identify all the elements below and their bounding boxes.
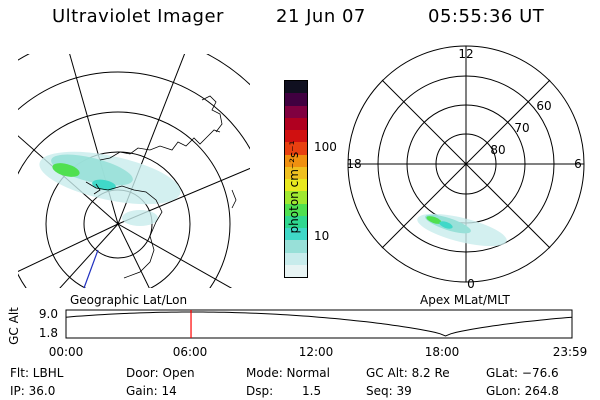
colorbar-segment <box>285 215 307 228</box>
apex-polar-plot: 12 18 6 0 60 70 80 <box>346 45 585 291</box>
apex-mlt-label-18: 18 <box>346 157 361 171</box>
colorbar-segment <box>285 166 307 179</box>
colorbar-segment <box>285 252 307 265</box>
geo-meridian <box>18 223 119 273</box>
orbit-xtick-3: 18:00 <box>425 345 460 359</box>
geographic-map <box>18 54 250 289</box>
geo-map-label: Geographic Lat/Lon <box>70 293 188 307</box>
geo-lat-circle-3 <box>18 111 231 288</box>
status-gc-alt: GC Alt: 8.2 Re <box>366 366 450 380</box>
colorbar <box>284 80 308 278</box>
colorbar-tick-10: 10 <box>314 229 330 243</box>
status-gain: Gain: 14 <box>126 384 177 398</box>
apex-mlt-label-6: 6 <box>574 157 582 171</box>
orbit-axis-label: GC Alt <box>7 307 21 345</box>
apex-aurora-emission <box>417 213 507 247</box>
status-glon: GLon: 264.8 <box>486 384 559 398</box>
geo-meridian <box>59 223 119 288</box>
colorbar-segment <box>285 203 307 216</box>
time-label: 05:55:36 UT <box>428 6 545 27</box>
status-flt: Flt: LBHL <box>10 366 64 380</box>
geo-lat-circle-2 <box>45 151 191 288</box>
orbit-xtick-1: 06:00 <box>173 345 208 359</box>
instrument-title: Ultraviolet Imager <box>52 6 224 27</box>
geo-meridian <box>117 223 150 288</box>
apex-lat-label-80: 80 <box>490 143 505 157</box>
orbit-ytick-max: 9.0 <box>39 307 58 321</box>
geo-satellite-track <box>83 249 99 289</box>
geo-coastline <box>85 95 237 279</box>
orbit-altitude-plot: 9.0 1.8 GC Alt 00:00 06:00 12:00 18:00 2… <box>7 307 588 359</box>
status-glat: GLat: −76.6 <box>486 366 559 380</box>
geo-meridian <box>117 223 233 288</box>
status-dsp-value: 1.5 <box>302 384 322 398</box>
orbit-xtick-0: 00:00 <box>49 345 84 359</box>
apex-lat-label-70: 70 <box>514 121 529 135</box>
orbit-plot-frame <box>65 309 573 339</box>
colorbar-tick-100: 100 <box>314 140 337 154</box>
colorbar-segment <box>285 240 307 253</box>
colorbar-segment <box>285 105 307 118</box>
geo-aurora-emission <box>39 151 181 226</box>
status-dsp-label: Dsp: <box>246 384 274 398</box>
colorbar-segment <box>285 228 307 241</box>
orbit-xtick-2: 12:00 <box>299 345 334 359</box>
colorbar-unit-label: photon cm⁻²s⁻¹ <box>287 140 301 234</box>
apex-map-label: Apex MLat/MLT <box>420 293 510 307</box>
colorbar-segment <box>285 179 307 192</box>
apex-mlt-label-0: 0 <box>467 277 475 291</box>
colorbar-segment <box>285 117 307 130</box>
colorbar-segment <box>285 130 307 143</box>
colorbar-segment <box>285 191 307 204</box>
status-ip: IP: 36.0 <box>10 384 56 398</box>
status-mode: Mode: Normal <box>246 366 330 380</box>
apex-mlt-label-12: 12 <box>458 47 473 61</box>
apex-meridian-diag <box>381 79 551 249</box>
apex-lat-label-60: 60 <box>536 99 551 113</box>
colorbar-segment <box>285 264 307 277</box>
geo-lat-circle-4 <box>18 71 250 150</box>
orbit-ytick-min: 1.8 <box>39 326 58 340</box>
colorbar-segment <box>285 142 307 155</box>
status-door: Door: Open <box>126 366 195 380</box>
orbit-xtick-4: 23:59 <box>553 345 588 359</box>
date-label: 21 Jun 07 <box>276 6 366 27</box>
colorbar-segment <box>285 93 307 106</box>
colorbar-segment <box>285 81 307 94</box>
colorbar-segment <box>285 154 307 167</box>
orbit-altitude-curve <box>65 311 573 337</box>
status-seq: Seq: 39 <box>366 384 412 398</box>
